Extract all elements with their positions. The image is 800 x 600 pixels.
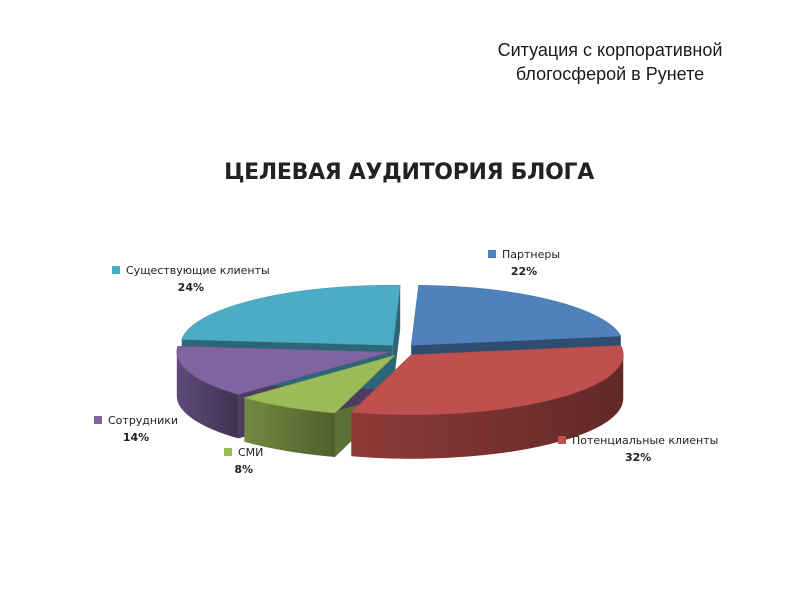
slice-label-media: СМИ 8% [224, 446, 263, 476]
slice-label-employees: Сотрудники 14% [94, 414, 178, 444]
pie-chart: ЦЕЛЕВАЯ АУДИТОРИЯ БЛОГА Партнеры 22% Пот… [74, 138, 744, 496]
existing-clients-edge-1 [392, 285, 401, 390]
chart-title: ЦЕЛЕВАЯ АУДИТОРИЯ БЛОГА [224, 160, 594, 185]
slice-name: Сотрудники [108, 414, 179, 427]
partners-slice [410, 285, 622, 346]
slice-percent: 8% [234, 463, 254, 476]
slice-name: Существующие клиенты [126, 264, 270, 277]
employees-swatch [94, 416, 102, 424]
existing-clients-slice [181, 284, 401, 346]
slice-label-existing-clients: Существующие клиенты 24% [112, 264, 270, 294]
slide-title-line-1: Ситуация с корпоративной [497, 40, 723, 60]
employees-slice [176, 345, 389, 395]
pie-chart-svg [176, 284, 624, 459]
media-slice [243, 355, 396, 414]
slice-name: Потенциальные клиенты [572, 434, 719, 447]
slide-title: Ситуация с корпоративной блогосферой в Р… [440, 38, 780, 86]
slice-name: СМИ [238, 446, 264, 459]
employees-side-shade [176, 352, 239, 439]
slice-label-partners: Партнеры 22% [488, 248, 560, 278]
pie-slices [176, 284, 624, 459]
slide-title-line-2: блогосферой в Рунете [515, 64, 705, 84]
potential-clients-side-shade [351, 354, 624, 459]
slice-percent: 14% [122, 431, 150, 444]
partners-swatch [488, 250, 496, 258]
existing-clients-swatch [112, 266, 120, 274]
media-side-shade [244, 397, 335, 457]
slice-percent: 32% [624, 451, 652, 464]
slice-name: Партнеры [502, 248, 561, 261]
slice-label-potential-clients: Потенциальные клиенты 32% [558, 434, 718, 464]
potential-clients-swatch [558, 436, 566, 444]
slice-percent: 22% [510, 265, 538, 278]
slice-percent: 24% [177, 281, 205, 294]
potential-clients-slice [350, 345, 624, 416]
media-swatch [224, 448, 232, 456]
